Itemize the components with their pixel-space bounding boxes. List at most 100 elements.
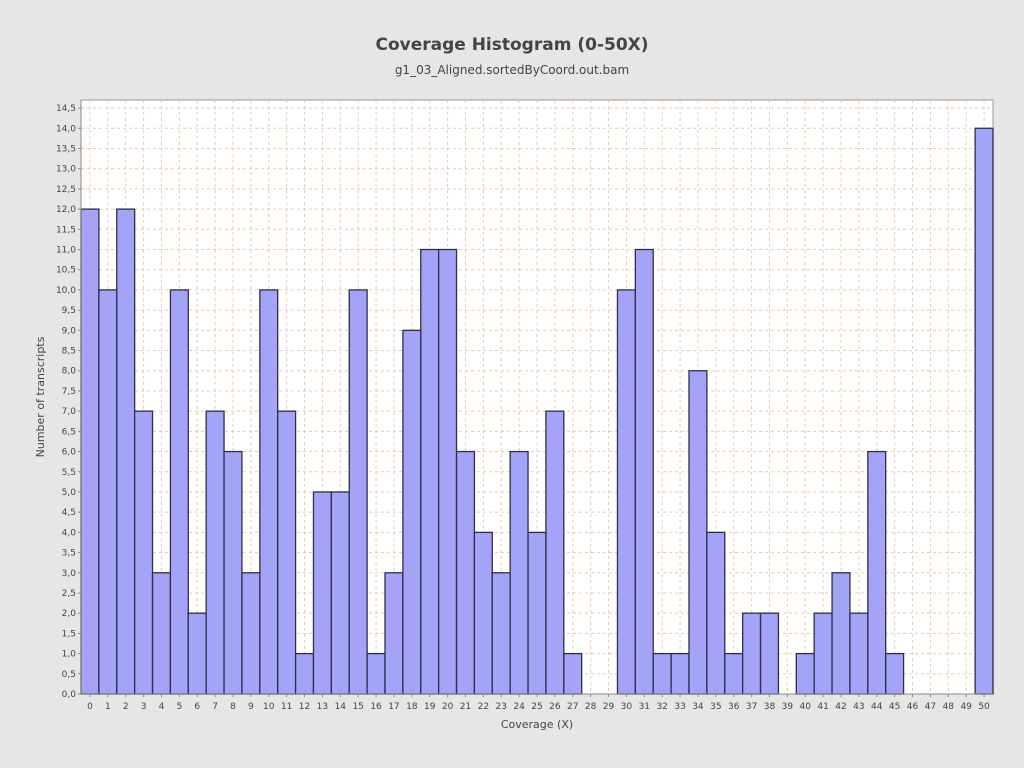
- x-tick-label: 44: [871, 702, 883, 712]
- x-tick-label: 36: [728, 702, 740, 712]
- x-tick-label: 39: [782, 702, 794, 712]
- bar-50: [974, 127, 994, 695]
- y-tick-label: 12,0: [56, 205, 76, 215]
- bar-9: [241, 572, 261, 695]
- bars: [80, 127, 994, 695]
- bar-19: [420, 248, 440, 695]
- x-tick-label: 35: [710, 702, 721, 712]
- x-tick-label: 31: [639, 702, 650, 712]
- x-tick-label: 9: [248, 702, 254, 712]
- y-tick-label: 7,5: [62, 387, 76, 397]
- bar-20: [437, 248, 458, 695]
- bar-13: [312, 491, 333, 695]
- x-tick-label: 26: [549, 702, 561, 712]
- x-tick-label: 5: [176, 702, 182, 712]
- x-tick-label: 48: [943, 702, 955, 712]
- bar-11: [277, 410, 297, 695]
- x-tick-label: 49: [960, 702, 972, 712]
- bar-7: [205, 410, 225, 695]
- x-tick-label: 27: [567, 702, 578, 712]
- bar-30: [616, 289, 637, 695]
- y-tick-label: 4,5: [62, 508, 76, 518]
- x-tick-label: 3: [141, 702, 147, 712]
- bar-40: [795, 652, 815, 695]
- y-tick-label: 0,0: [62, 690, 77, 700]
- bar-38: [759, 612, 780, 695]
- x-tick-label: 33: [674, 702, 685, 712]
- bar-43: [849, 612, 869, 695]
- x-tick-label: 30: [621, 702, 633, 712]
- x-tick-label: 46: [907, 702, 919, 712]
- bar-45: [885, 652, 905, 695]
- bar-16: [366, 652, 386, 695]
- y-tick-label: 13,5: [56, 144, 76, 154]
- x-tick-label: 11: [281, 702, 292, 712]
- x-tick-label: 18: [406, 702, 418, 712]
- bar-21: [455, 450, 476, 695]
- bar-24: [509, 450, 529, 695]
- x-tick-label: 34: [692, 702, 704, 712]
- x-tick-label: 15: [352, 702, 363, 712]
- x-tick-label: 40: [800, 702, 812, 712]
- y-tick-label: 1,0: [62, 650, 77, 660]
- x-tick-label: 4: [159, 702, 165, 712]
- y-tick-label: 13,0: [56, 165, 76, 175]
- bar-34: [688, 370, 708, 695]
- x-tick-label: 42: [835, 702, 846, 712]
- y-tick-label: 14,0: [56, 124, 76, 134]
- x-tick-label: 2: [123, 702, 129, 712]
- y-axis-label: Number of transcripts: [34, 336, 47, 457]
- y-tick-label: 2,0: [62, 609, 77, 619]
- bar-5: [169, 289, 189, 695]
- bar-33: [670, 652, 690, 695]
- x-tick-label: 19: [424, 702, 436, 712]
- bar-27: [563, 652, 583, 695]
- x-tick-label: 0: [87, 702, 93, 712]
- x-tick-label: 10: [263, 702, 275, 712]
- bar-37: [741, 612, 762, 695]
- y-tick-label: 4,0: [62, 528, 77, 538]
- bar-14: [330, 491, 350, 695]
- x-tick-label: 12: [299, 702, 310, 712]
- bar-3: [133, 410, 154, 695]
- x-tick-label: 41: [817, 702, 828, 712]
- x-tick-label: 50: [978, 702, 990, 712]
- y-tick-label: 6,0: [62, 448, 77, 458]
- x-tick-label: 1: [105, 702, 111, 712]
- x-tick-label: 29: [603, 702, 615, 712]
- y-tick-label: 10,5: [56, 266, 76, 276]
- bar-41: [813, 612, 833, 695]
- y-tick-label: 5,5: [62, 468, 76, 478]
- x-tick-label: 6: [194, 702, 200, 712]
- bar-15: [348, 289, 368, 695]
- bar-26: [545, 410, 565, 695]
- x-tick-label: 37: [746, 702, 757, 712]
- y-tick-label: 11,5: [56, 225, 76, 235]
- bar-12: [294, 652, 315, 695]
- x-tick-label: 25: [531, 702, 542, 712]
- y-tick-label: 14,5: [56, 104, 76, 114]
- chart-subtitle: g1_03_Aligned.sortedByCoord.out.bam: [395, 63, 629, 77]
- y-tick-label: 3,5: [62, 549, 76, 559]
- x-tick-label: 22: [478, 702, 489, 712]
- bar-0: [80, 208, 100, 695]
- bar-23: [491, 572, 511, 695]
- bar-2: [116, 208, 136, 695]
- y-tick-label: 6,5: [62, 427, 76, 437]
- x-tick-label: 21: [460, 702, 471, 712]
- y-tick-label: 9,5: [62, 306, 76, 316]
- bar-42: [831, 572, 851, 695]
- x-tick-label: 13: [317, 702, 328, 712]
- bar-17: [384, 572, 404, 695]
- chart-title: Coverage Histogram (0-50X): [375, 35, 648, 55]
- x-tick-label: 17: [388, 702, 399, 712]
- y-tick-label: 8,0: [62, 367, 77, 377]
- bar-22: [473, 531, 493, 695]
- y-axis-ticks: 0,0 0,5 1,0 1,5 2,0 2,5 3,0 3,5 4,0 4,5 5,0 5,5 6,0 6…: [56, 104, 81, 700]
- x-tick-label: 24: [513, 702, 525, 712]
- x-axis-ticks: 0 1 2 3 4 5 6 7 8 9 10 11 12 13 14 15 16 17 18 19 20 21 22 23 24…: [87, 694, 990, 712]
- x-tick-label: 32: [656, 702, 667, 712]
- y-tick-label: 0,5: [62, 670, 76, 680]
- x-axis-label: Coverage (X): [501, 718, 573, 731]
